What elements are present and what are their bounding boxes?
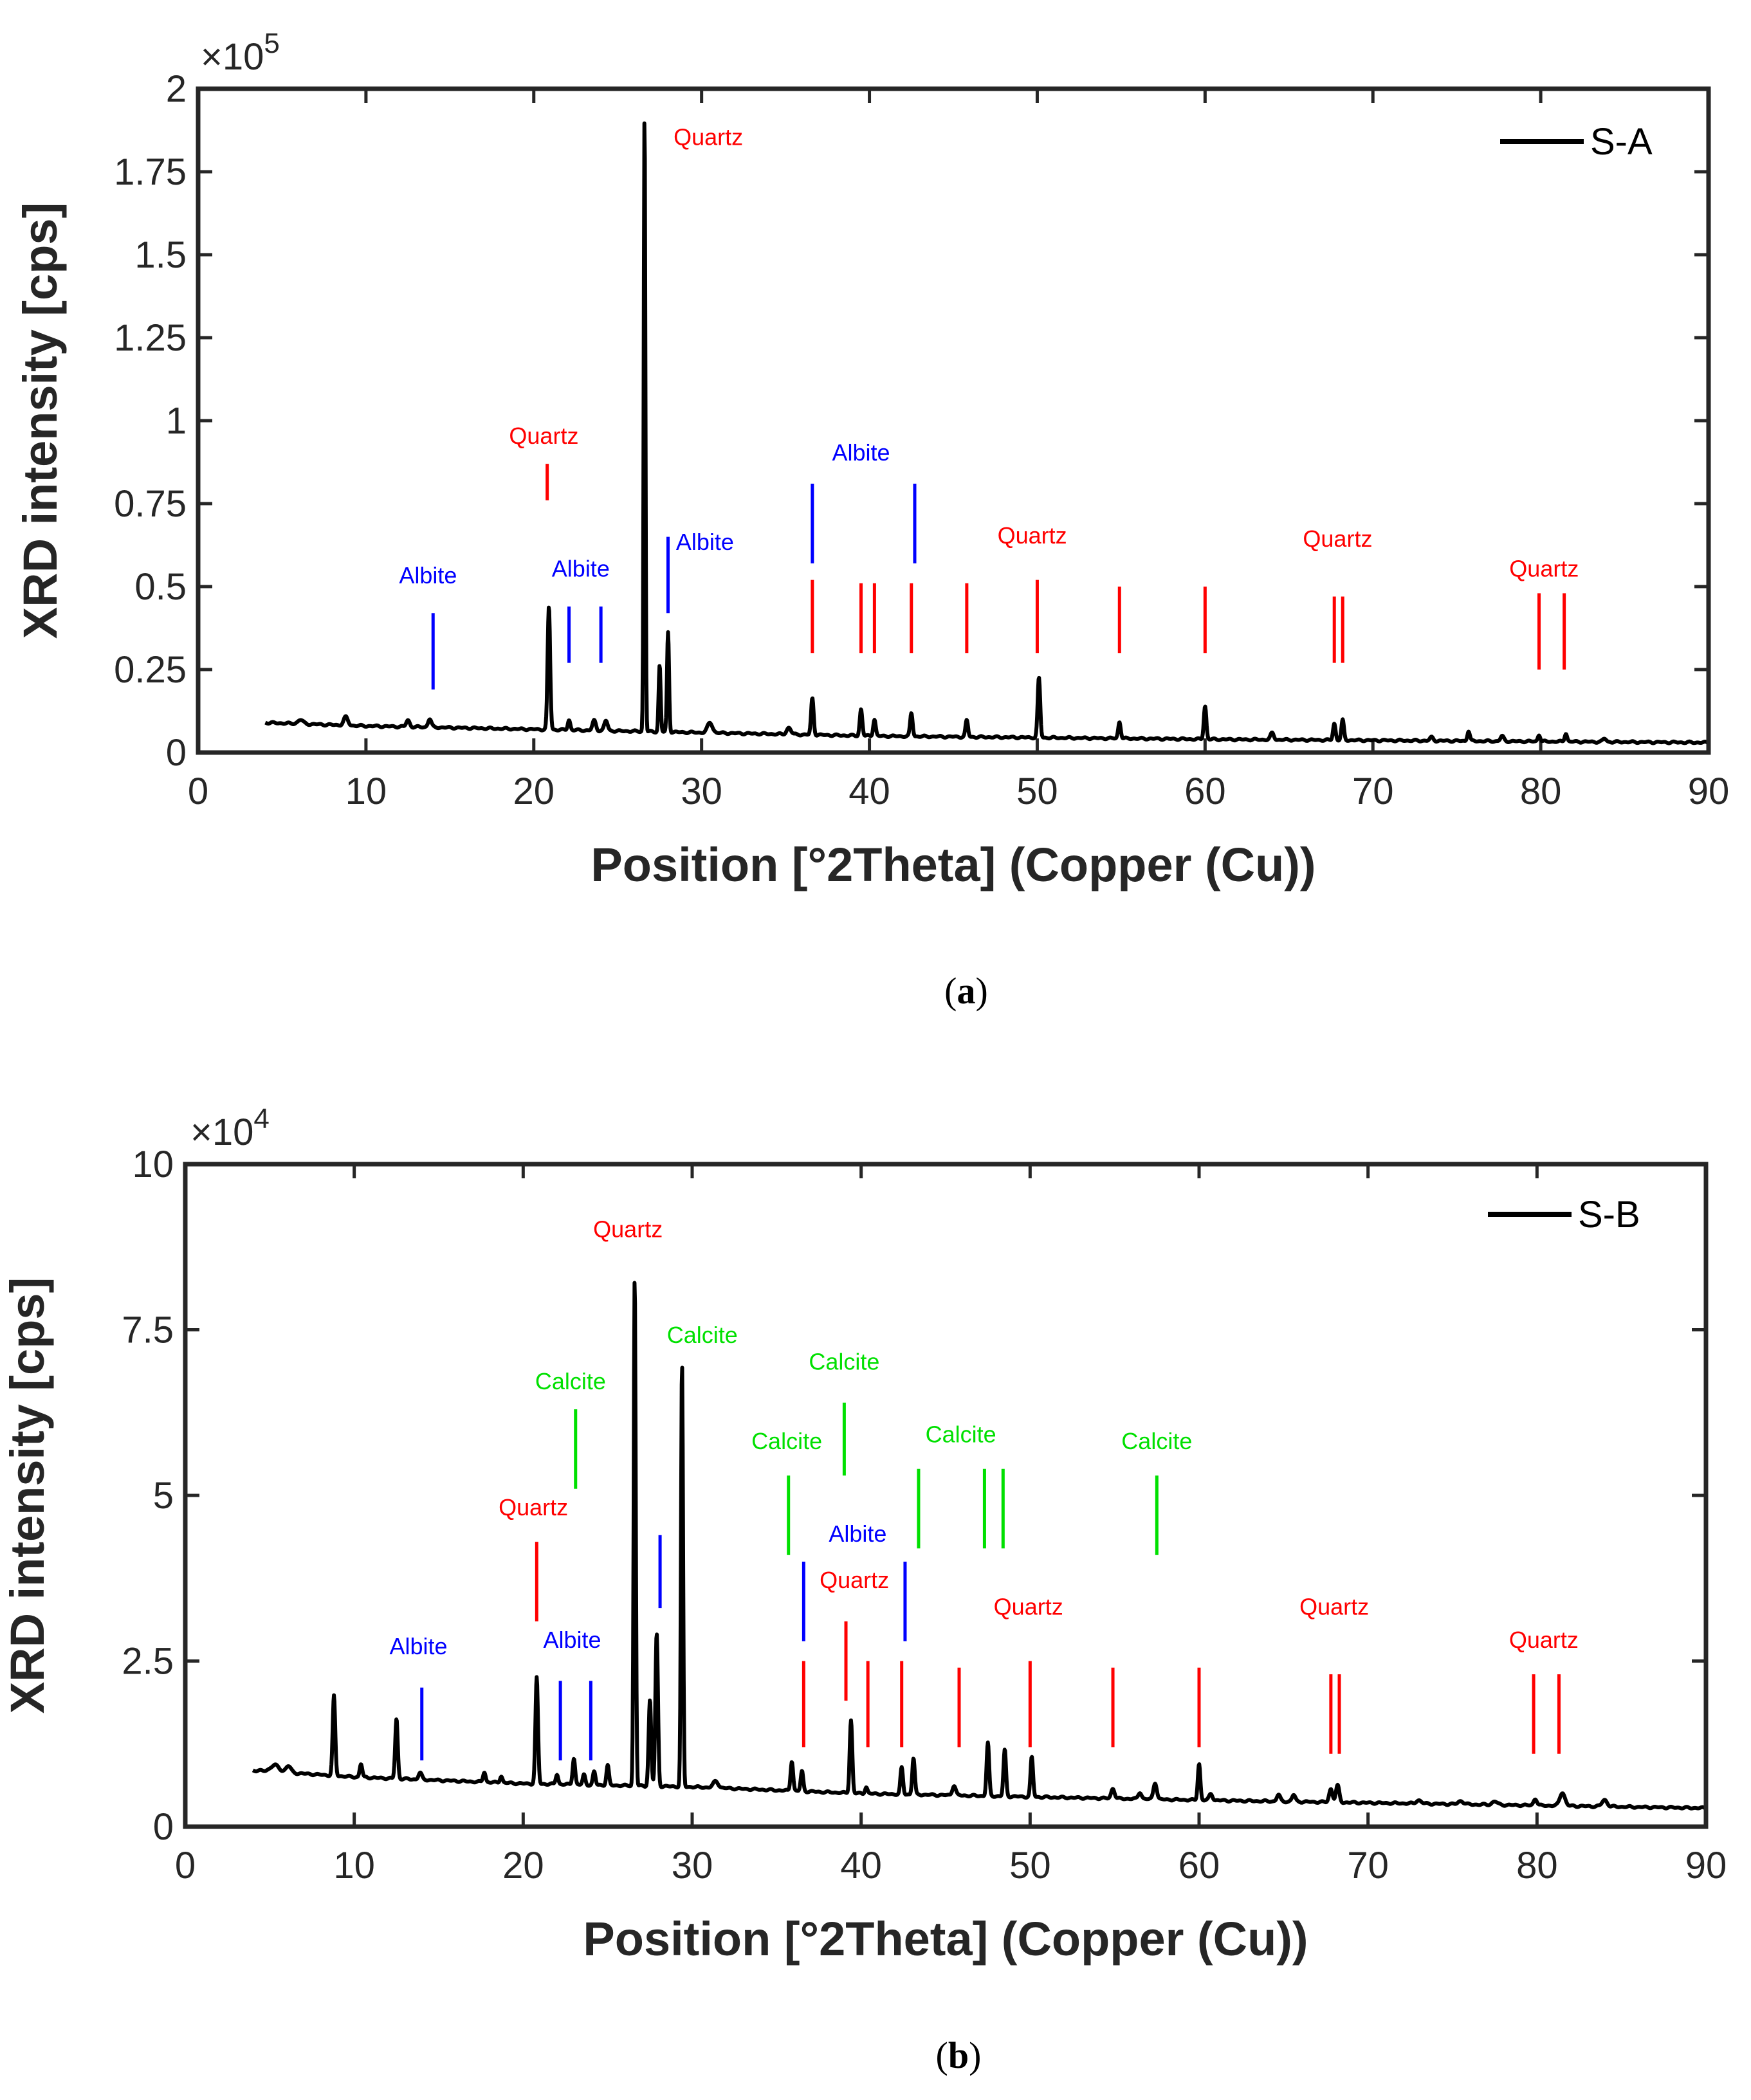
y-tick-label: 0 [153, 1806, 174, 1848]
quartz-label: Quartz [820, 1567, 889, 1593]
x-tick-label: 40 [848, 771, 890, 812]
y-tick-label: 0.25 [114, 649, 187, 691]
x-tick-label: 0 [175, 1845, 196, 1886]
y-tick-label: 0.75 [114, 483, 187, 525]
calcite-label: Calcite [667, 1322, 738, 1348]
x-tick-label: 50 [1016, 771, 1058, 812]
x-tick-label: 90 [1688, 771, 1730, 812]
quartz-label: Quartz [1303, 525, 1372, 552]
caption-close-paren: ) [976, 970, 988, 1012]
y-tick-label: 1.25 [114, 317, 187, 359]
caption-close-paren: ) [969, 2034, 981, 2076]
exponent-base: ×10 [201, 36, 264, 78]
y-axis-exponent: ×104 [190, 1103, 270, 1153]
quartz-label: Quartz [509, 423, 578, 449]
quartz-label: Quartz [1299, 1593, 1369, 1620]
x-tick-label: 10 [345, 771, 387, 812]
x-tick-label: 20 [502, 1845, 544, 1886]
calcite-label: Calcite [535, 1368, 606, 1394]
caption-letter: a [957, 970, 976, 1012]
quartz-label: Quartz [674, 124, 743, 151]
calcite-label: Calcite [809, 1348, 879, 1374]
y-tick-label: 0 [166, 732, 187, 774]
x-tick-label: 10 [333, 1845, 375, 1886]
panel-b: 0 10 20 30 40 50 60 70 80 90 0 2.5 5 7.5 10 ×104 Positio… [1, 1103, 1727, 2076]
y-axis-label: XRD intensity [cps] [14, 203, 67, 639]
albite-label: Albite [829, 1520, 886, 1547]
y-tick-label: 5 [153, 1475, 174, 1517]
x-tick-label: 70 [1347, 1845, 1389, 1886]
exponent-power: 4 [253, 1103, 269, 1135]
plot-frame [196, 86, 1711, 755]
spectrum-line-s-a [264, 121, 1710, 745]
legend-label: S-A [1590, 121, 1653, 163]
quartz-label: Quartz [1509, 556, 1579, 582]
caption-open-paren: ( [944, 970, 957, 1012]
plot-frame [183, 1162, 1709, 1829]
exponent-power: 5 [264, 28, 279, 59]
x-tick-label: 40 [840, 1845, 882, 1886]
spectrum-line-s-b [251, 1281, 1707, 1811]
albite-label: Albite [676, 529, 734, 555]
exponent-base: ×10 [190, 1111, 253, 1153]
quartz-label: Quartz [593, 1216, 663, 1242]
x-tick-label: 90 [1685, 1845, 1727, 1886]
quartz-label: Quartz [499, 1494, 568, 1520]
albite-label: Albite [552, 556, 610, 582]
y-tick-label: 1.5 [134, 234, 187, 276]
x-tick-label: 60 [1184, 771, 1226, 812]
albite-label: Albite [543, 1627, 601, 1653]
x-tick-label: 70 [1352, 771, 1394, 812]
panel-caption: (a) [944, 970, 988, 1012]
quartz-label: Quartz [1509, 1627, 1579, 1653]
x-tick-label: 80 [1516, 1845, 1558, 1886]
y-tick-label: 2.5 [122, 1641, 174, 1683]
y-tick-label: 1.75 [114, 151, 187, 193]
x-axis-label: Position [°2Theta] (Copper (Cu)) [591, 838, 1316, 891]
y-tick-label: 0.5 [134, 566, 187, 608]
x-tick-label: 60 [1178, 1845, 1220, 1886]
x-axis-label: Position [°2Theta] (Copper (Cu)) [583, 1912, 1308, 1966]
albite-label: Albite [832, 439, 890, 466]
albite-label: Albite [399, 562, 457, 589]
x-tick-label: 80 [1520, 771, 1562, 812]
quartz-label: Quartz [994, 1593, 1063, 1620]
y-tick-label: 2 [166, 68, 187, 110]
legend-label: S-B [1578, 1194, 1640, 1236]
calcite-label: Calcite [751, 1428, 822, 1454]
x-tick-label: 30 [681, 771, 722, 812]
y-axis-exponent: ×105 [201, 28, 280, 78]
calcite-label: Calcite [926, 1421, 996, 1448]
panel-caption: (b) [936, 2034, 982, 2076]
panel-a: 0 10 20 30 40 50 60 70 80 90 0 0.25 0.5 0.75 1 1.25 1.5 1… [14, 28, 1729, 1012]
x-tick-label: 0 [188, 771, 208, 812]
y-axis-label: XRD intensity [cps] [1, 1277, 54, 1713]
x-tick-label: 30 [672, 1845, 713, 1886]
y-tick-label: 10 [132, 1144, 174, 1185]
calcite-label: Calcite [1121, 1428, 1192, 1454]
y-tick-label: 1 [166, 400, 187, 442]
caption-letter: b [948, 2034, 969, 2076]
y-tick-label: 7.5 [122, 1310, 174, 1351]
albite-label: Albite [389, 1633, 447, 1659]
x-tick-label: 20 [513, 771, 555, 812]
quartz-label: Quartz [998, 522, 1067, 549]
x-tick-label: 50 [1009, 1845, 1051, 1886]
caption-open-paren: ( [936, 2034, 948, 2076]
